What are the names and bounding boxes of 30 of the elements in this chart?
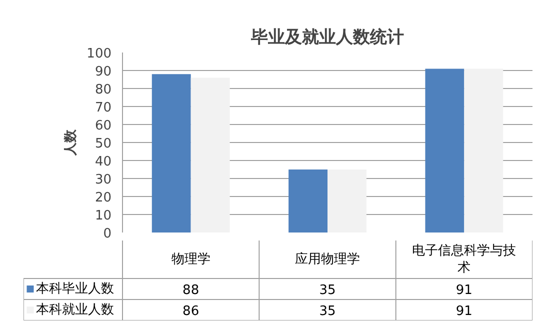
y-tick-label: 0 <box>103 226 112 242</box>
bar <box>152 74 191 232</box>
y-tick-label: 50 <box>94 136 112 152</box>
data-label: 91 <box>456 304 472 319</box>
chart-title: 毕业及就业人数统计 <box>250 28 404 48</box>
bar <box>288 170 328 232</box>
data-label: 86 <box>182 304 200 319</box>
data-label: 35 <box>319 304 336 319</box>
y-axis-title: 人数 <box>64 128 79 156</box>
data-label: 91 <box>456 283 472 298</box>
bar <box>464 68 504 232</box>
data-label: 88 <box>182 283 200 298</box>
bar <box>328 170 366 232</box>
y-tick-label: 10 <box>94 208 112 224</box>
legend-label: 本科就业人数 <box>36 302 114 318</box>
bar <box>425 68 464 232</box>
y-tick-label: 80 <box>94 82 112 98</box>
y-tick-label: 40 <box>94 154 112 170</box>
y-tick-label: 60 <box>94 118 112 134</box>
bar <box>190 78 230 232</box>
y-tick-label: 70 <box>94 100 112 116</box>
y-tick-label: 30 <box>94 172 112 188</box>
y-tick-label: 90 <box>94 64 112 80</box>
x-tick-label: 应用物理学 <box>295 251 360 267</box>
data-label: 35 <box>319 283 336 298</box>
x-tick-label: 电子信息科学与技术 <box>412 243 516 276</box>
y-tick-label: 20 <box>94 190 112 206</box>
legend-label: 本科毕业人数 <box>36 282 114 296</box>
x-tick-label: 物理学 <box>171 252 210 267</box>
y-tick-label: 100 <box>86 46 112 62</box>
